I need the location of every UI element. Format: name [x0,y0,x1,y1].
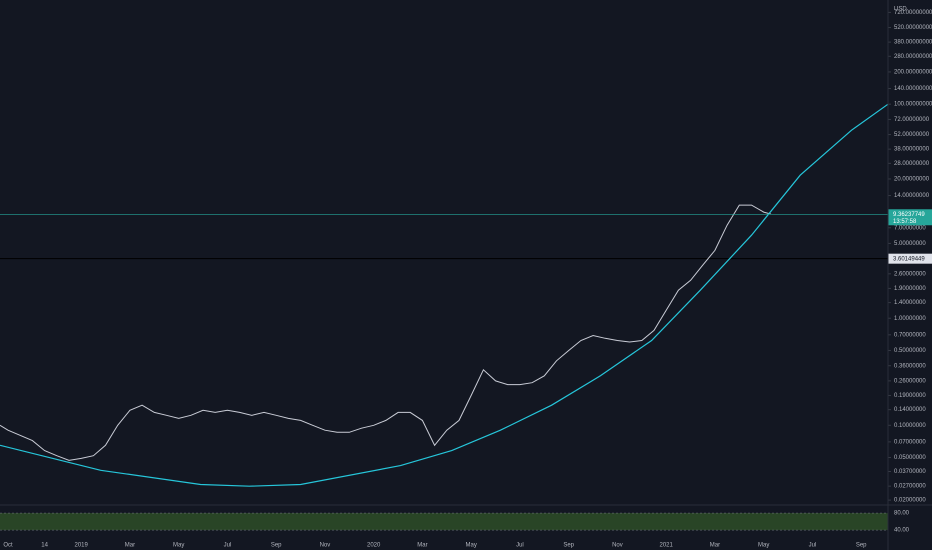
y-tick-label: 1.00000000 [894,316,926,322]
y-tick-label: 100.00000000 [894,102,932,108]
rsi-band [0,513,888,531]
y-tick-label: 0.03700000 [894,469,926,475]
x-tick-label: Jul [224,543,232,549]
x-tick-label: Jul [809,543,817,549]
y-tick-label: 380.00000000 [894,40,932,46]
x-tick-label: Oct [3,543,13,549]
x-tick-label: Jul [516,543,524,549]
y-tick-label: 140.00000000 [894,86,932,92]
x-tick-label: Sep [563,543,574,549]
x-tick-label: May [758,543,769,549]
y-tick-label: 720.00000000 [894,10,932,16]
x-tick-label: Mar [417,543,427,549]
y-tick-label: 14.00000000 [894,193,930,199]
y-tick-label: 38.00000000 [894,147,930,153]
y-tick-label: 0.02700000 [894,484,926,490]
x-tick-label: Mar [710,543,720,549]
x-tick-label: 2020 [367,543,381,549]
y-tick-label: 280.00000000 [894,54,932,60]
y-tick-label: 1.40000000 [894,300,926,306]
x-tick-label: Mar [125,543,135,549]
rsi-tick-label: 80.00 [894,511,910,517]
y-tick-label: 1.90000000 [894,286,926,292]
trend-curve [0,103,888,487]
x-tick-label: Sep [271,543,282,549]
y-tick-label: 28.00000000 [894,161,930,167]
y-tick-label: 0.07000000 [894,439,926,445]
x-tick-label: 2021 [660,543,674,549]
y-tick-label: 520.00000000 [894,25,932,31]
y-tick-label: 20.00000000 [894,177,930,183]
axis-unit: USD [894,7,907,13]
x-tick-label: May [173,543,184,549]
x-tick-label: Sep [856,543,867,549]
marked-level-label: 3.60149449 [893,256,925,262]
y-tick-label: 0.14000000 [894,407,926,413]
price-line [0,204,772,461]
x-tick-label: May [466,543,477,549]
y-tick-label: 0.02000000 [894,498,926,504]
x-tick-label: 2019 [74,543,88,549]
x-tick-label: Nov [320,543,331,549]
x-tick-label: Nov [612,543,623,549]
current-price-label: 9.36237749 [893,212,925,218]
y-tick-label: 0.05000000 [894,455,926,461]
y-tick-label: 0.36000000 [894,363,926,369]
y-tick-label: 7.00000000 [894,225,926,231]
y-tick-label: 0.10000000 [894,423,926,429]
y-tick-label: 0.19000000 [894,393,926,399]
y-tick-label: 2.60000000 [894,271,926,277]
y-tick-label: 72.00000000 [894,117,930,123]
y-tick-label: 0.26000000 [894,378,926,384]
y-tick-label: 200.00000000 [894,70,932,76]
y-tick-label: 0.50000000 [894,348,926,354]
y-tick-label: 5.00000000 [894,241,926,247]
rsi-tick-label: 40.00 [894,528,910,534]
y-tick-label: 52.00000000 [894,132,930,138]
current-price-box [888,209,932,226]
countdown-label: 13:57:58 [893,219,917,225]
y-tick-label: 1000.00000000 [894,0,932,1]
x-tick-label: 14 [41,543,48,549]
y-tick-label: 0.70000000 [894,332,926,338]
marked-level-box [888,253,932,264]
